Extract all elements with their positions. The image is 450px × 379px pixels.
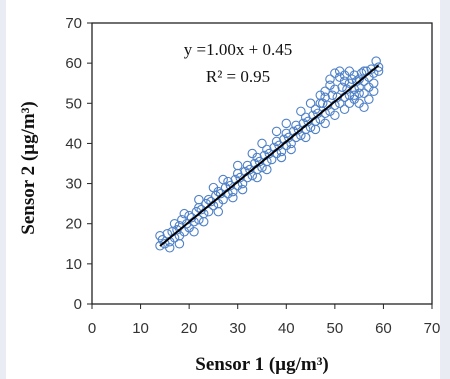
data-point (247, 170, 258, 181)
data-point (174, 239, 185, 249)
x-tick-label: 40 (278, 320, 295, 337)
data-point (228, 192, 238, 203)
data-point (310, 124, 321, 135)
x-axis-ticks: 0 10 20 30 40 50 60 70 (88, 304, 441, 337)
x-axis-label: Sensor 1 (µg/m³) (195, 354, 328, 375)
data-point (305, 122, 316, 133)
data-point (213, 206, 224, 217)
data-point (359, 88, 369, 99)
x-tick-label: 30 (229, 320, 246, 337)
data-point (198, 216, 209, 227)
plot-frame (91, 22, 433, 305)
data-point (257, 162, 267, 173)
data-point (189, 226, 199, 237)
data-point (257, 138, 267, 149)
data-point (271, 126, 282, 137)
data-point (339, 70, 350, 80)
data-point (237, 178, 248, 189)
y-tick-label: 0 (74, 296, 82, 313)
data-point (286, 138, 296, 149)
data-point (194, 214, 204, 225)
y-tick-label: 40 (65, 135, 82, 152)
data-point (320, 118, 330, 129)
data-point (330, 110, 340, 121)
data-point (315, 98, 326, 109)
data-point (218, 194, 228, 205)
data-point (334, 98, 345, 109)
data-point (266, 154, 277, 165)
data-point (349, 90, 360, 101)
r-squared-label: R² = 0.95 (206, 67, 270, 86)
data-point (203, 194, 214, 205)
x-tick-label: 10 (132, 320, 149, 337)
data-point (373, 66, 384, 76)
data-point (364, 94, 374, 105)
data-point (164, 243, 175, 253)
data-point (359, 102, 369, 113)
data-point (368, 86, 379, 96)
data-point (237, 184, 248, 195)
data-point (296, 130, 306, 141)
x-tick-label: 0 (88, 320, 96, 337)
data-point (305, 98, 316, 109)
data-point (373, 62, 384, 72)
data-point (203, 206, 214, 217)
y-tick-label: 50 (65, 95, 82, 112)
fit-equation: y =1.00x + 0.45 (184, 40, 292, 59)
data-point (208, 182, 219, 193)
data-point (327, 90, 338, 101)
y-tick-label: 30 (65, 176, 82, 193)
data-point (276, 152, 287, 163)
data-point (169, 218, 180, 229)
regression-line (159, 64, 380, 247)
data-point (218, 174, 228, 185)
data-point (281, 118, 292, 129)
data-point (179, 208, 190, 219)
data-point (339, 104, 350, 115)
x-tick-label: 70 (424, 320, 441, 337)
data-point (286, 144, 296, 155)
data-point (247, 148, 258, 159)
data-point (155, 241, 165, 251)
data-point (184, 210, 194, 221)
y-tick-label: 60 (65, 55, 82, 72)
y-tick-label: 20 (65, 216, 82, 233)
data-point (337, 82, 347, 92)
data-point (300, 132, 311, 143)
data-point (262, 164, 272, 175)
x-tick-label: 20 (181, 320, 198, 337)
data-point (194, 194, 204, 205)
data-point (371, 56, 381, 66)
x-tick-label: 50 (327, 320, 344, 337)
data-point (359, 66, 369, 76)
data-point (325, 80, 335, 90)
y-tick-label: 10 (65, 256, 82, 273)
page-margin-right (440, 0, 450, 379)
data-point (155, 231, 165, 241)
data-point (320, 86, 330, 96)
y-tick-label: 70 (65, 15, 82, 32)
data-point (344, 98, 355, 109)
data-point (296, 106, 306, 117)
data-point (354, 88, 364, 99)
x-tick-label: 60 (375, 320, 392, 337)
y-axis-ticks: 0 10 20 30 40 50 60 70 (65, 15, 92, 313)
data-point (252, 172, 262, 183)
data-point (325, 74, 335, 84)
data-point (344, 78, 355, 88)
data-point (232, 160, 243, 171)
data-point (330, 68, 340, 78)
data-point (228, 186, 238, 197)
page-margin-left (0, 0, 6, 379)
data-point (276, 146, 287, 157)
y-axis-label: Sensor 2 (µg/m³) (18, 101, 39, 234)
